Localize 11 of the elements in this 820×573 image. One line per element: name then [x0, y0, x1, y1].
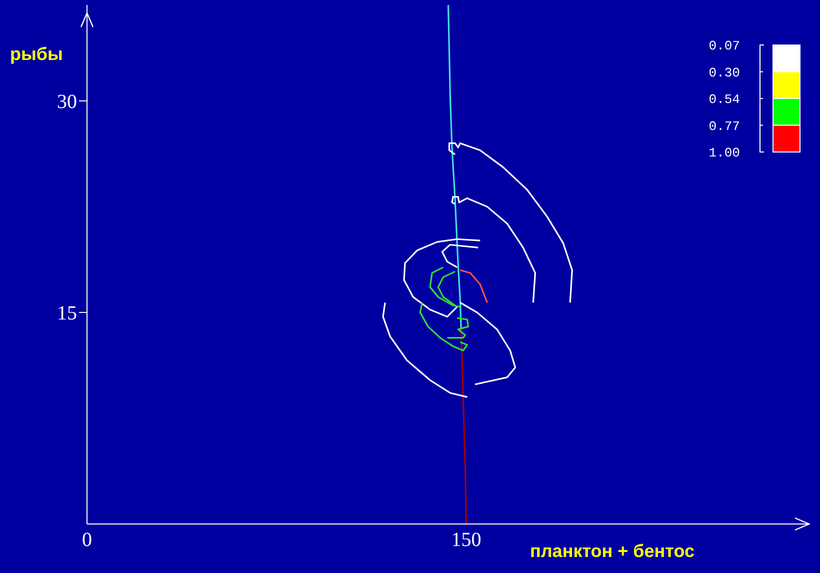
annotation: 0.07	[708, 38, 740, 54]
x-axis-title: планктон + бентос	[530, 541, 695, 562]
x-tick-label: 150	[451, 529, 482, 552]
y-axis-title: рыбы	[10, 44, 63, 65]
y-tick-label: 15	[57, 302, 77, 325]
y-tick-label: 30	[57, 91, 77, 113]
annotation: 0.77	[708, 118, 740, 134]
x-tick-label: 0	[82, 529, 92, 552]
annotation: 0.30	[708, 65, 740, 80]
annotation: 1.00	[708, 146, 740, 161]
annotation: 0.54	[708, 92, 740, 108]
